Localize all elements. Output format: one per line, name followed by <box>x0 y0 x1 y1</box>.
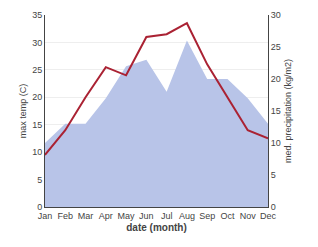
svg-text:max temp (C): max temp (C) <box>18 84 28 139</box>
svg-text:Sep: Sep <box>199 211 215 221</box>
svg-text:5: 5 <box>271 170 276 180</box>
svg-text:10: 10 <box>271 138 281 148</box>
svg-text:5: 5 <box>37 175 42 185</box>
svg-text:15: 15 <box>271 106 281 116</box>
svg-text:0: 0 <box>271 202 276 212</box>
svg-text:Oct: Oct <box>220 211 235 221</box>
svg-text:May: May <box>118 211 136 221</box>
svg-text:10: 10 <box>32 147 42 157</box>
svg-text:20: 20 <box>32 92 42 102</box>
svg-text:Jul: Jul <box>161 211 173 221</box>
svg-text:Jun: Jun <box>139 211 154 221</box>
svg-text:15: 15 <box>32 120 42 130</box>
svg-text:30: 30 <box>32 38 42 48</box>
svg-text:Mar: Mar <box>78 211 94 221</box>
svg-text:Apr: Apr <box>99 211 113 221</box>
svg-text:Feb: Feb <box>58 211 74 221</box>
svg-text:0: 0 <box>37 202 42 212</box>
svg-text:20: 20 <box>271 74 281 84</box>
svg-text:med. precipitation (kg/m2): med. precipitation (kg/m2) <box>283 59 293 163</box>
svg-text:35: 35 <box>32 10 42 20</box>
svg-text:date (month): date (month) <box>126 222 187 233</box>
svg-text:25: 25 <box>271 42 281 52</box>
svg-text:Nov: Nov <box>240 211 257 221</box>
svg-text:30: 30 <box>271 10 281 20</box>
svg-text:Aug: Aug <box>179 211 195 221</box>
svg-text:25: 25 <box>32 65 42 75</box>
svg-text:Jan: Jan <box>38 211 53 221</box>
svg-text:Dec: Dec <box>260 211 277 221</box>
